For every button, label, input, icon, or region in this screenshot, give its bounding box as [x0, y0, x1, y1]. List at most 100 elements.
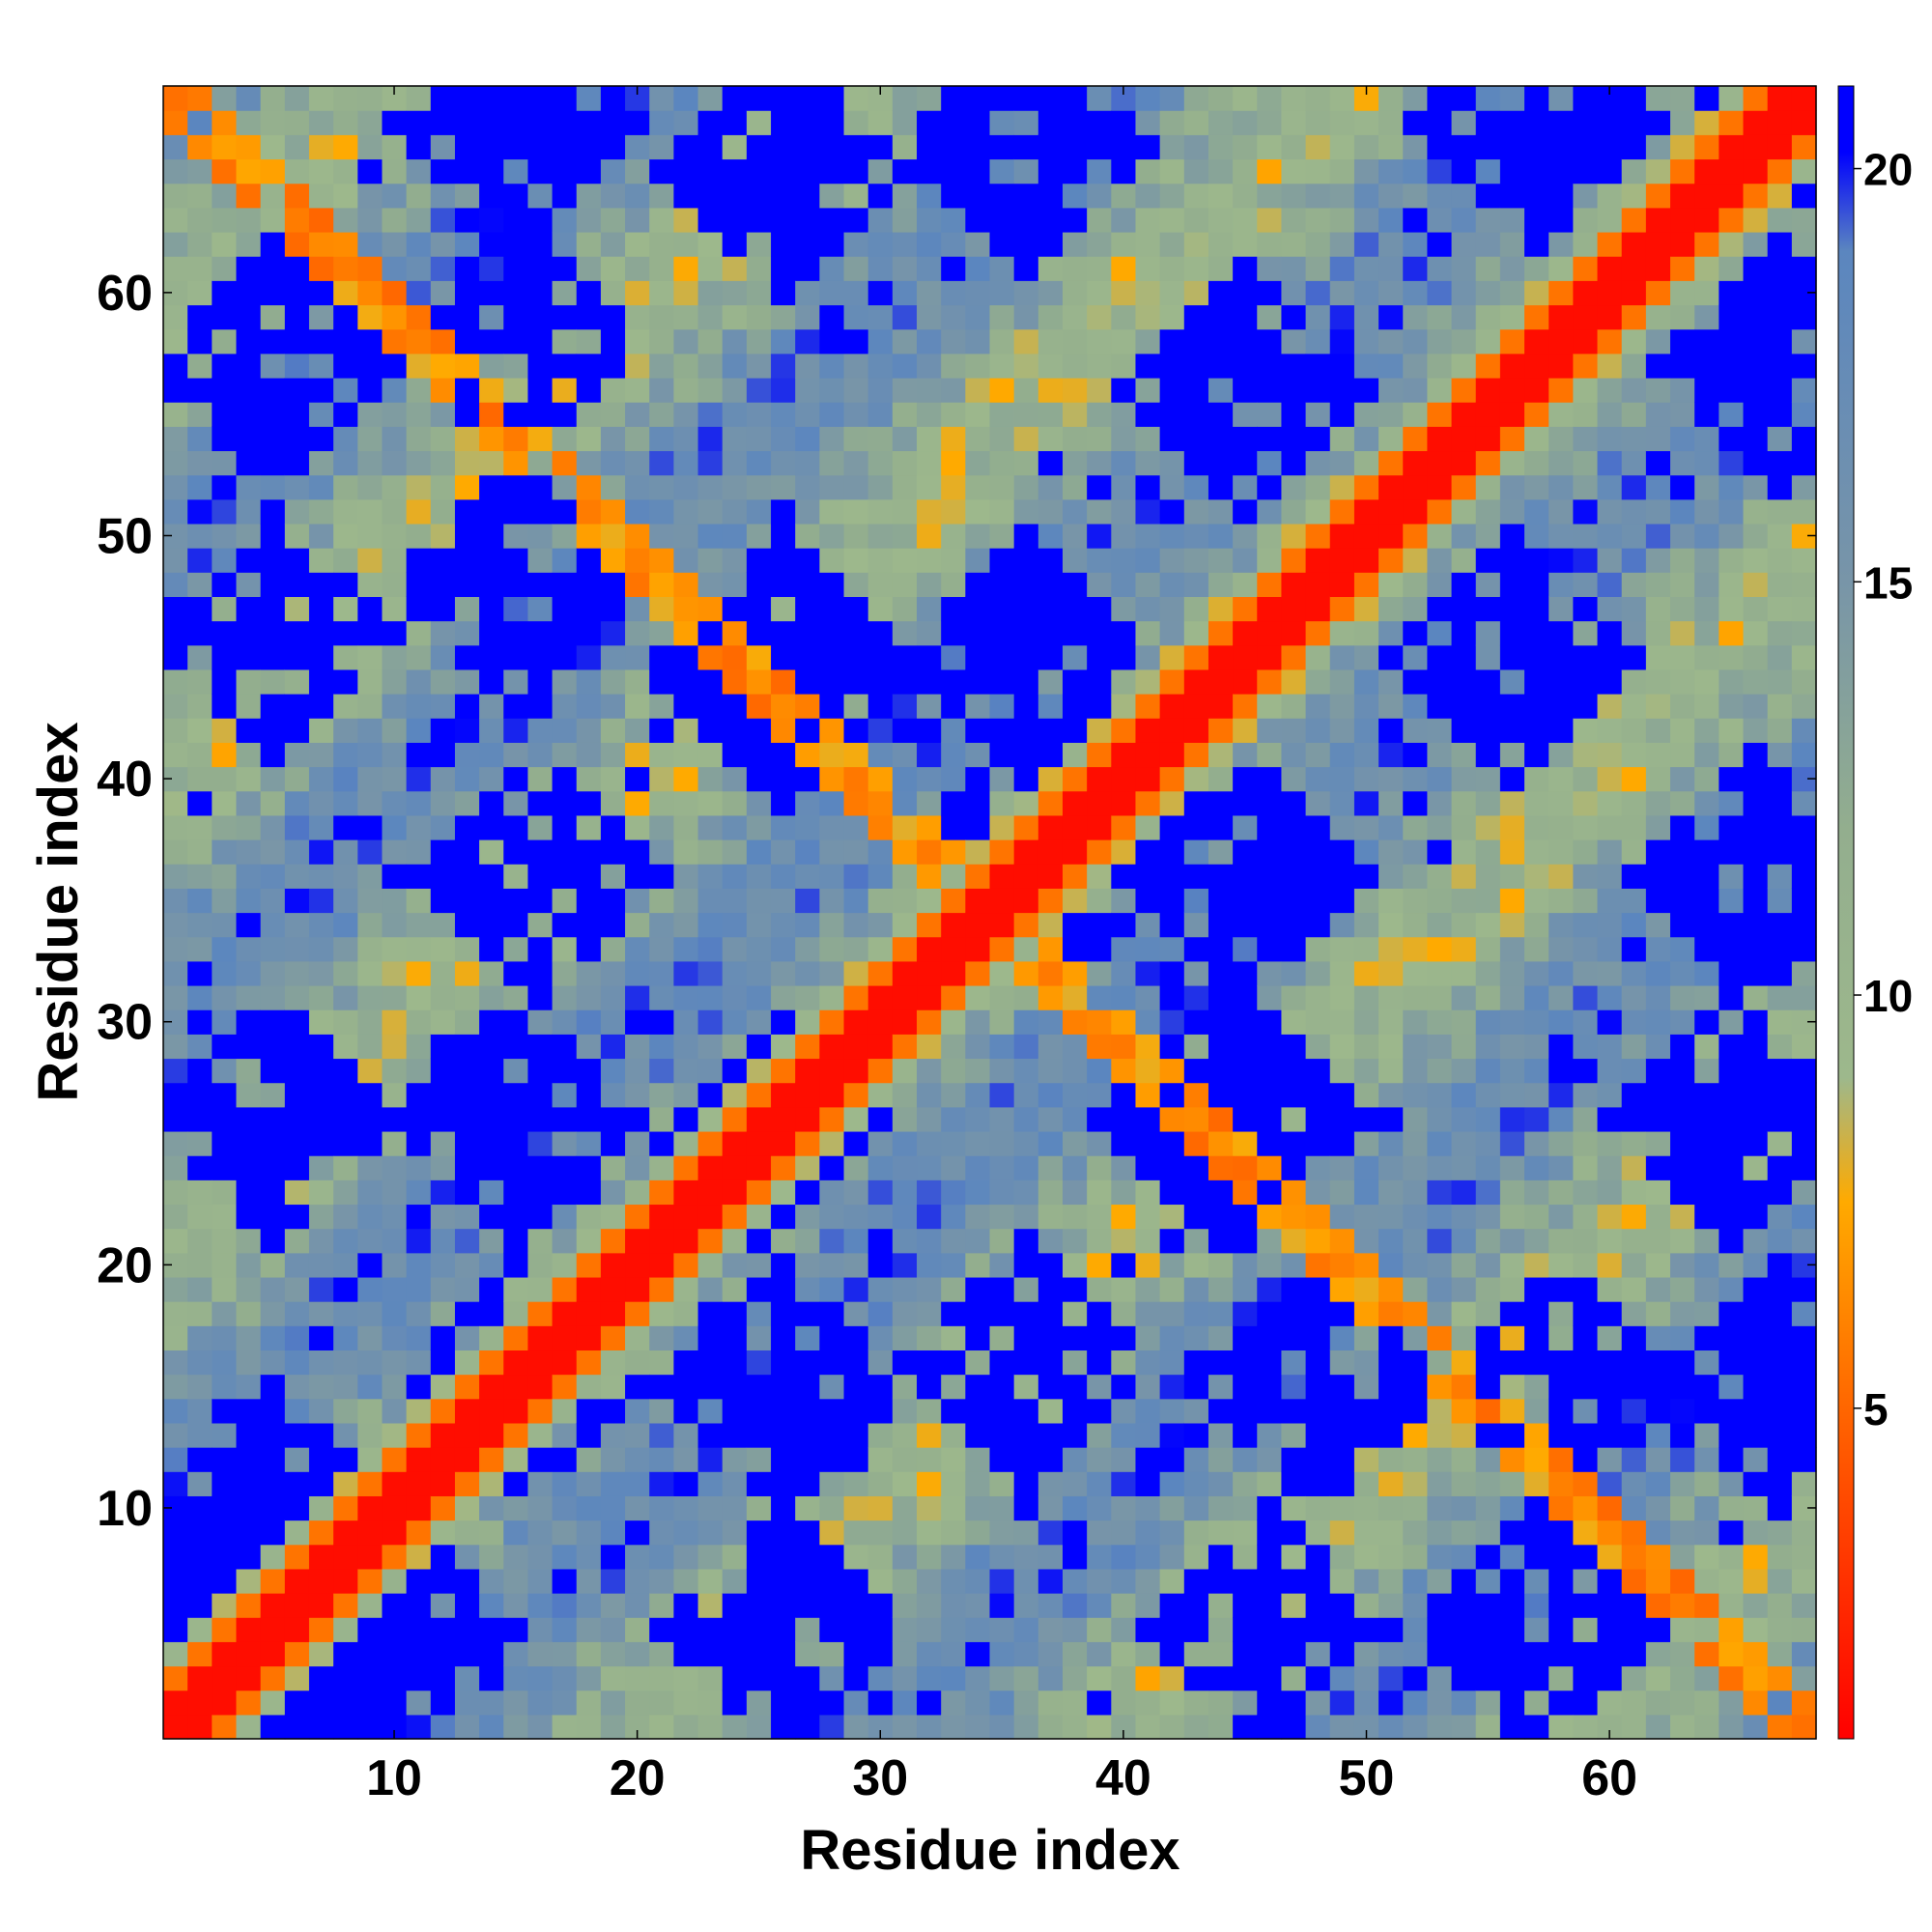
heatmap-cell: [1037, 1179, 1064, 1206]
heatmap-cell: [965, 548, 991, 573]
heatmap-cell: [552, 231, 578, 257]
colorbar-tick-label: 20: [1863, 145, 1913, 195]
heatmap-cell: [746, 864, 772, 889]
heatmap-cell: [1524, 1665, 1549, 1691]
heatmap-cell: [1135, 1690, 1161, 1716]
heatmap-cell: [406, 864, 432, 889]
heatmap-cell: [600, 644, 626, 670]
heatmap-cell: [1183, 304, 1209, 330]
heatmap-cell: [1403, 548, 1429, 573]
heatmap-cell: [1719, 1447, 1745, 1472]
heatmap-cell: [1791, 718, 1817, 743]
heatmap-cell: [1548, 183, 1574, 209]
heatmap-cell: [163, 1617, 188, 1642]
heatmap-cell: [212, 498, 238, 525]
heatmap-cell: [382, 134, 408, 160]
heatmap-cell: [1257, 1325, 1283, 1351]
heatmap-cell: [1403, 1325, 1429, 1351]
heatmap-cell: [1791, 498, 1817, 525]
heatmap-cell: [1645, 110, 1671, 135]
heatmap-cell: [1305, 450, 1331, 476]
heatmap-cell: [454, 426, 480, 452]
heatmap-cell: [1353, 1058, 1379, 1084]
heatmap-cell: [382, 1690, 408, 1716]
heatmap-cell: [406, 304, 432, 330]
heatmap-cell: [430, 668, 456, 695]
heatmap-cell: [357, 960, 384, 986]
heatmap-cell: [1451, 207, 1477, 233]
heatmap-cell: [503, 1082, 529, 1108]
heatmap-cell: [1233, 1228, 1258, 1254]
heatmap-cell: [163, 864, 188, 889]
heatmap-cell: [406, 1665, 432, 1691]
heatmap-cell: [1573, 912, 1599, 938]
heatmap-cell: [1159, 1325, 1185, 1351]
heatmap-cell: [673, 1034, 699, 1060]
heatmap-cell: [673, 110, 699, 135]
heatmap-cell: [625, 1301, 650, 1326]
heatmap-cell: [771, 474, 796, 500]
heatmap-cell: [1451, 839, 1477, 865]
heatmap-cell: [1281, 814, 1307, 840]
heatmap-cell: [917, 426, 942, 452]
heatmap-cell: [1257, 644, 1283, 670]
heatmap-cell: [333, 572, 358, 597]
heatmap-cell: [187, 1568, 213, 1594]
heatmap-cell: [1208, 256, 1234, 281]
heatmap-cell: [479, 1252, 504, 1278]
heatmap-cell: [308, 523, 334, 549]
heatmap-cell: [1013, 596, 1039, 622]
heatmap-cell: [746, 1617, 772, 1642]
heatmap-cell: [1135, 1155, 1161, 1180]
heatmap-cell: [1621, 1350, 1647, 1376]
heatmap-cell: [1573, 426, 1599, 452]
heatmap-cell: [333, 1350, 358, 1376]
heatmap-cell: [1694, 912, 1719, 938]
heatmap-cell: [1135, 1568, 1161, 1594]
heatmap-cell: [1548, 1106, 1574, 1132]
heatmap-cell: [308, 1665, 334, 1691]
heatmap-cell: [1208, 353, 1234, 379]
heatmap-cell: [722, 936, 748, 962]
heatmap-cell: [1208, 1593, 1234, 1618]
heatmap-cell: [1087, 280, 1112, 306]
heatmap-cell: [697, 644, 724, 670]
heatmap-cell: [746, 790, 772, 816]
heatmap-cell: [1694, 86, 1719, 111]
heatmap-cell: [1645, 1252, 1671, 1278]
heatmap-cell: [1013, 1665, 1039, 1691]
heatmap-cell: [1183, 353, 1209, 379]
heatmap-cell: [917, 912, 942, 938]
heatmap-cell: [697, 86, 724, 111]
heatmap-cell: [1597, 207, 1623, 233]
heatmap-cell: [1475, 814, 1501, 840]
y-axis-label: Residue index: [27, 722, 90, 1101]
heatmap-cell: [382, 572, 408, 597]
heatmap-cell: [1378, 718, 1404, 743]
heatmap-cell: [625, 864, 650, 889]
heatmap-cell: [625, 353, 650, 379]
heatmap-cell: [1573, 1325, 1599, 1351]
heatmap-cell: [1087, 1398, 1112, 1424]
heatmap-cell: [1233, 912, 1258, 938]
heatmap-cell: [308, 912, 334, 938]
heatmap-cell: [1427, 523, 1453, 549]
heatmap-cell: [1183, 1082, 1209, 1108]
heatmap-cell: [819, 402, 845, 427]
heatmap-cell: [1767, 742, 1793, 768]
heatmap-cell: [819, 1617, 845, 1642]
heatmap-cell: [382, 256, 408, 281]
heatmap-cell: [1791, 377, 1817, 403]
heatmap-cell: [1694, 110, 1719, 135]
heatmap-cell: [1159, 1009, 1185, 1035]
heatmap-cell: [527, 1447, 554, 1472]
heatmap-cell: [333, 912, 358, 938]
heatmap-cell: [527, 1665, 554, 1691]
heatmap-cell: [260, 1374, 286, 1400]
heatmap-cell: [1670, 960, 1695, 986]
heatmap-cell: [1233, 1106, 1258, 1132]
heatmap-cell: [576, 1690, 602, 1716]
heatmap-cell: [1694, 960, 1719, 986]
heatmap-cell: [965, 1058, 991, 1084]
heatmap-cell: [333, 1179, 358, 1206]
